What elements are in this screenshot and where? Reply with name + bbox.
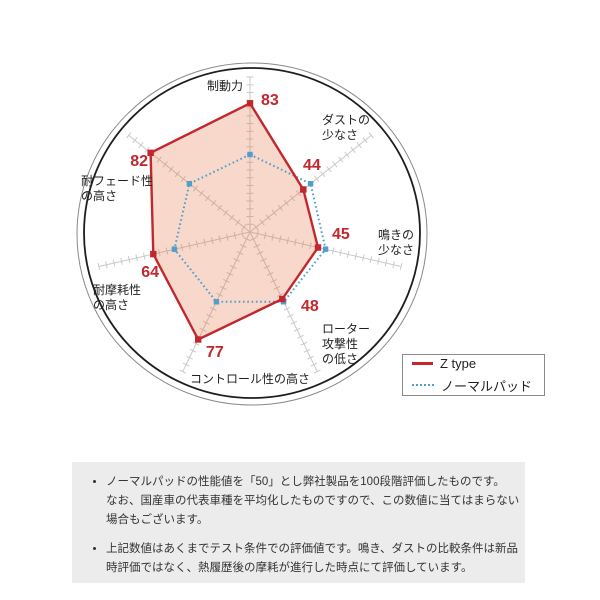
- axis-label: 制動力: [207, 79, 243, 93]
- inner-ring: [83, 67, 421, 399]
- ztype-area: [150, 103, 318, 340]
- note-bullet-2: 上記数値はあくまでテスト条件での評価値です。鳴き、ダストの比較条件は新品 時評価…: [106, 540, 525, 578]
- ztype-point: [147, 149, 154, 156]
- chart-legend: Z type ノーマルパッド: [402, 354, 545, 396]
- ztype-point: [195, 336, 202, 343]
- ztype-point: [300, 186, 307, 193]
- ztype-point: [279, 295, 286, 303]
- note-bullet-1: ノーマルパッドの性能値を「50」とし弊社製品を100段階評価したものです。 なお…: [106, 473, 525, 530]
- axis-label: ダストの少なさ: [322, 112, 370, 142]
- legend-item-ztype: Z type: [412, 356, 544, 371]
- normalpad-point: [247, 151, 253, 158]
- axis-label: 鳴きの少なさ: [378, 228, 414, 257]
- normalpad-point: [213, 299, 220, 305]
- radar-chart: 83 44 45 48 77 64 82 制動力ダストの少なさ鳴きの少なさローター攻撃性の低さ…: [76, 62, 428, 406]
- legend-item-normalpad: ノーマルパッド: [412, 376, 544, 395]
- normalpad-point: [186, 181, 193, 187]
- ztype-point: [314, 244, 322, 251]
- value-label: 44: [303, 157, 321, 174]
- ztype-point: [246, 100, 254, 107]
- ztype-line-swatch-icon: [412, 361, 433, 365]
- axis-label: 耐摩耗性の高さ: [93, 282, 141, 312]
- ztype-series: [147, 100, 322, 343]
- outer-ring: [76, 62, 428, 406]
- value-label: 45: [332, 226, 350, 243]
- axis-label: 耐フェード性の高さ: [81, 174, 153, 203]
- legend-label-normalpad: ノーマルパッド: [441, 378, 533, 394]
- value-label: 48: [301, 298, 319, 315]
- legend-label-ztype: Z type: [440, 355, 477, 371]
- normalpad-line-swatch-icon: [412, 384, 434, 386]
- value-label: 77: [206, 344, 224, 361]
- ztype-point: [150, 250, 157, 258]
- notes-list: ノーマルパッドの性能値を「50」とし弊社製品を100段階評価したものです。 なお…: [72, 473, 525, 578]
- normalpad-point: [322, 246, 329, 252]
- normalpad-point: [171, 246, 178, 252]
- normalpad-point: [307, 181, 314, 187]
- value-label: 82: [130, 153, 148, 170]
- axis-label: コントロール性の高さ: [190, 371, 310, 386]
- value-label: 83: [261, 92, 279, 109]
- value-label: 64: [141, 264, 159, 281]
- notes-panel: ノーマルパッドの性能値を「50」とし弊社製品を100段階評価したものです。 なお…: [72, 462, 525, 583]
- axis-label: ローター攻撃性の低さ: [322, 322, 370, 366]
